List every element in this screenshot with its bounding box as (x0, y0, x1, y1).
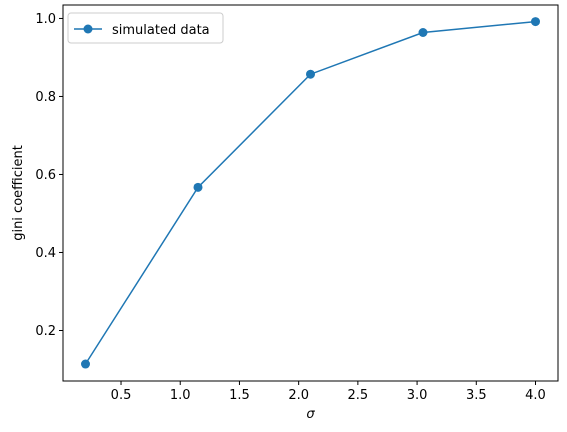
y-tick-label: 0.2 (35, 324, 56, 339)
y-tick-label: 0.8 (35, 90, 56, 105)
x-tick-label: 1.5 (229, 388, 250, 403)
y-tick-label: 0.4 (35, 246, 56, 261)
x-tick-label: 1.0 (170, 388, 191, 403)
data-point (193, 182, 203, 192)
y-tick-label: 0.6 (35, 168, 56, 183)
legend-box (67, 12, 224, 44)
data-point (81, 359, 90, 369)
y-tick-label: 1.0 (35, 12, 56, 27)
x-tick-label: 2.0 (288, 388, 309, 403)
x-axis-ticks: 0.5 1.0 1.5 2.0 2.5 3.0 3.5 4.0 (111, 381, 546, 403)
x-tick-label: 2.5 (348, 388, 369, 403)
data-layer (81, 17, 540, 369)
x-tick-label: 4.0 (525, 388, 546, 403)
data-point (306, 69, 315, 79)
x-tick-label: 3.0 (407, 388, 428, 403)
plot-frame (62, 4, 559, 382)
data-point (418, 27, 428, 37)
data-point (531, 17, 540, 27)
legend-entry-simulated-data: simulated data (112, 23, 210, 38)
x-tick-label: 3.5 (466, 388, 487, 403)
x-tick-label: 0.5 (111, 388, 132, 403)
plot-background (63, 5, 558, 381)
y-axis-label: gini coefficient (11, 145, 26, 241)
x-axis-label: σ (306, 407, 315, 422)
y-axis-ticks: 0.2 0.4 0.6 0.8 1.0 (35, 12, 63, 339)
legend: simulated data (67, 12, 224, 44)
legend-marker (83, 24, 93, 34)
